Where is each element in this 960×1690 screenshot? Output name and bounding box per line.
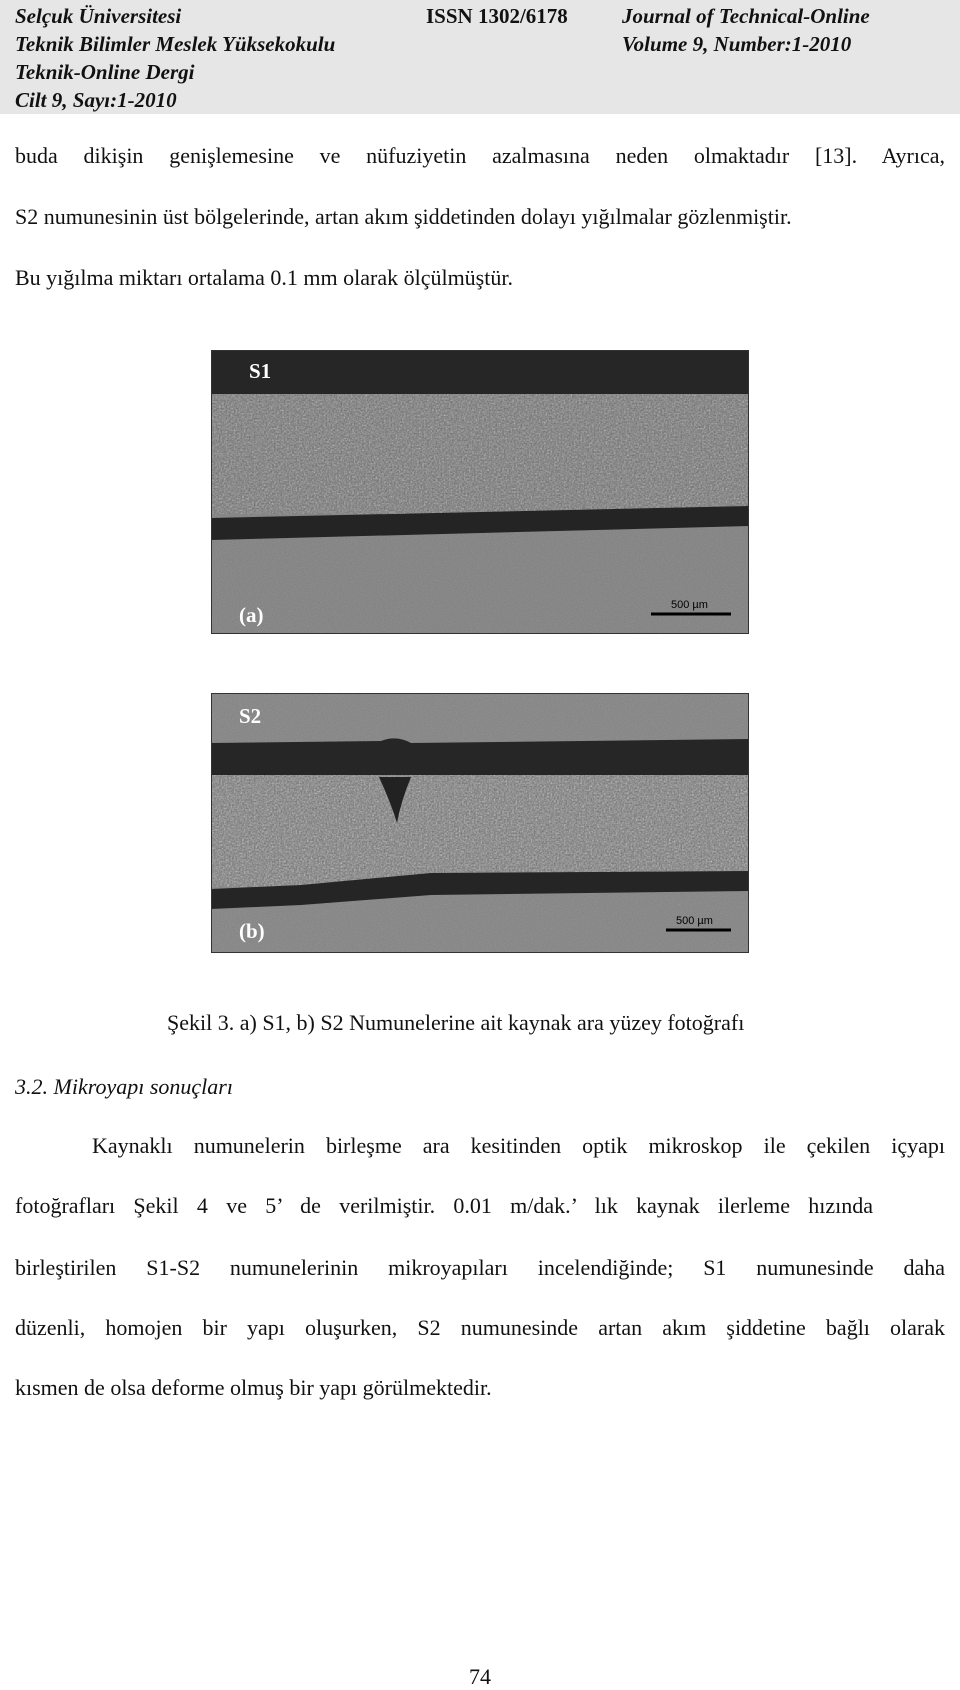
- scale-bar: 500 µm: [671, 599, 708, 611]
- text-line: düzenli, homojen bir yapı oluşurken, S2 …: [15, 1315, 945, 1340]
- scale-bar: 500 µm: [676, 915, 713, 927]
- header-text: Cilt 9, Sayı:1-2010: [15, 88, 177, 112]
- text-line: buda dikişin genişlemesine ve nüfuziyeti…: [15, 143, 945, 168]
- panel-sublabel: (a): [239, 603, 264, 627]
- header-text: Journal of Technical-Online: [622, 4, 870, 28]
- header-text: ISSN 1302/6178: [426, 4, 568, 28]
- micrograph: S2 (b) 500 µm: [211, 693, 749, 953]
- header-text: Teknik Bilimler Meslek Yüksekokulu: [15, 32, 336, 56]
- micrograph: S1 (a) 500 µm: [211, 350, 749, 634]
- header-text: Teknik-Online Dergi: [15, 60, 195, 84]
- text-line: Bu yığılma miktarı ortalama 0.1 mm olara…: [15, 265, 513, 290]
- panel-label: S1: [249, 359, 271, 383]
- header-text: Volume 9, Number:1-2010: [622, 32, 852, 56]
- panel-label: S2: [239, 704, 261, 728]
- text-line: Kaynaklı numunelerin birleşme ara kesiti…: [92, 1133, 945, 1158]
- page-number: 74: [469, 1664, 491, 1689]
- section-heading: 3.2. Mikroyapı sonuçları: [15, 1074, 233, 1099]
- text-line: kısmen de olsa deforme olmuş bir yapı gö…: [15, 1375, 492, 1400]
- text-line: birleştirilen S1-S2 numunelerinin mikroy…: [15, 1255, 945, 1280]
- figure-caption: Şekil 3. a) S1, b) S2 Numunelerine ait k…: [167, 1010, 745, 1035]
- text-line: fotoğrafları Şekil 4 ve 5’ de verilmişti…: [15, 1193, 873, 1218]
- header: Selçuk Üniversitesi Teknik Bilimler Mesl…: [0, 0, 960, 114]
- text-line: S2 numunesinin üst bölgelerinde, artan a…: [15, 204, 792, 229]
- panel-sublabel: (b): [239, 919, 265, 943]
- header-text: Selçuk Üniversitesi: [15, 4, 182, 28]
